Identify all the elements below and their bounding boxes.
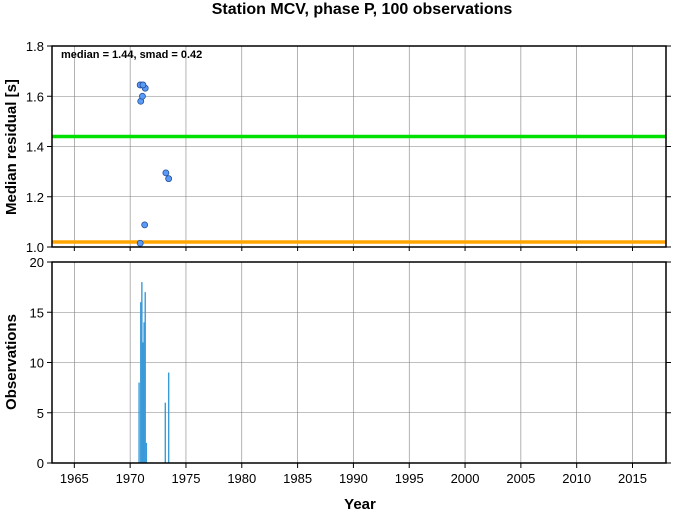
residual-y-tick-label: 1.2 [26,190,44,205]
year-tick-label: 1975 [172,471,201,486]
x-axis-label: Year [344,496,376,511]
residual-reference-lines [52,134,666,244]
residual-point [141,221,149,229]
year-tick-label: 1980 [227,471,256,486]
observation-bar [143,322,145,463]
residual-y-ticks: 1.0 1.2 1.4 1.6 1.8 [26,39,671,255]
residual-y-tick-label: 1.4 [26,140,44,155]
year-tick-label: 2000 [451,471,480,486]
year-tick-label: 2010 [562,471,591,486]
observations-y-ticks: 0 5 10 15 20 [30,255,671,471]
residual-point [162,169,170,177]
year-tick-label: 1965 [60,471,89,486]
residual-panel: 1.0 1.2 1.4 1.6 1.8 median = 1.44, smad = 0.… [3,39,671,255]
observation-bar [141,282,143,463]
residual-point [165,175,173,183]
residual-point [136,239,144,247]
residual-y-tick-label: 1.8 [26,39,44,54]
observations-y-axis-label: Observations [3,314,20,410]
residual-y-axis-label: Median residual [s] [3,79,20,215]
residual-points [136,81,173,247]
residual-point [139,81,147,89]
observation-bar [144,292,146,463]
observation-bar [142,342,144,463]
observation-bar [140,302,142,463]
observations-panel: 0 5 10 15 20 1965 1970 1975 1980 1985 1990 1995 200… [3,247,671,511]
median-annotation: median = 1.44, smad = 0.42 [61,49,202,61]
observations-y-tick-label: 5 [37,406,44,421]
observations-y-tick-label: 0 [37,456,44,471]
year-tick-label: 1985 [283,471,312,486]
observation-bar [138,382,140,463]
observations-y-tick-label: 20 [30,255,44,270]
observations-y-tick-label: 10 [30,356,44,371]
year-tick-label: 1995 [395,471,424,486]
residual-y-tick-label: 1.6 [26,89,44,104]
residual-grid [52,45,666,248]
residual-point [139,92,146,100]
year-tick-label: 1990 [339,471,368,486]
chart-title: Station MCV, phase P, 100 observations [212,1,513,18]
observations-y-tick-label: 15 [30,305,44,320]
year-tick-label: 1970 [116,471,145,486]
observation-bar [164,402,167,463]
year-tick-label: 2005 [506,471,535,486]
year-tick-label: 2015 [618,471,647,486]
residual-y-tick-label: 1.0 [26,240,44,255]
observation-bar [145,442,148,463]
observations-bars [138,282,170,463]
year-x-ticks: 1965 1970 1975 1980 1985 1990 1995 2000 2005 2010… [60,247,647,486]
observation-bar [167,372,170,463]
